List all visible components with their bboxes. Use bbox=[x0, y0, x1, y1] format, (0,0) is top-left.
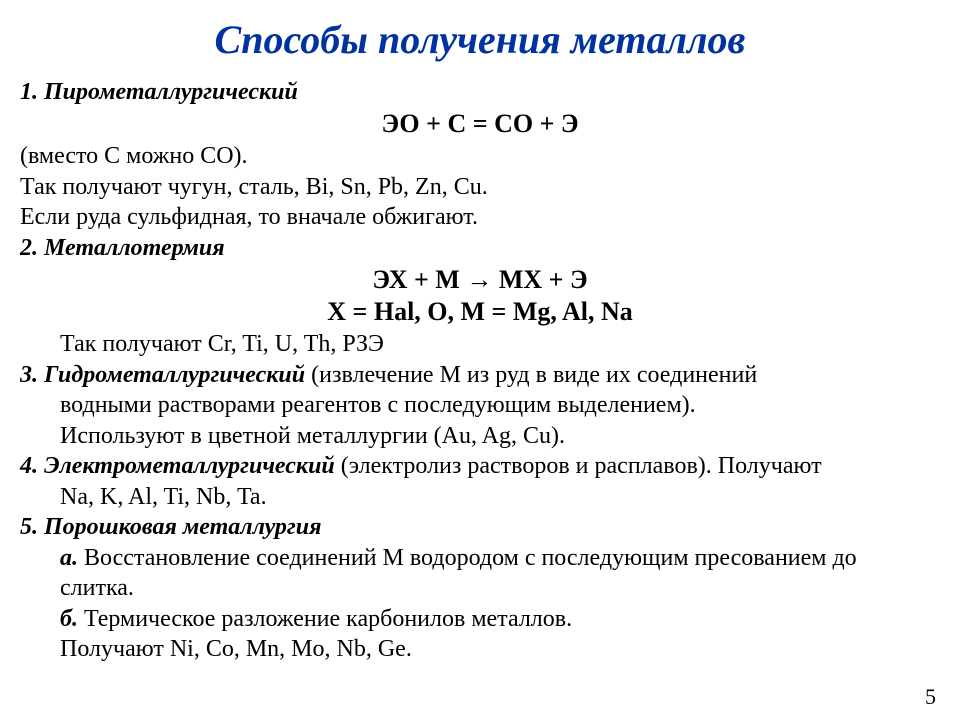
section1-line2: Так получают чугун, сталь, Bi, Sn, Pb, Z… bbox=[20, 172, 940, 202]
section4-prefix: 4. bbox=[20, 453, 38, 479]
section1-heading: 1. Пирометаллургический bbox=[20, 77, 940, 107]
section1-equation: ЭО + С = СО + Э bbox=[20, 109, 940, 139]
section2-prefix: 2. bbox=[20, 235, 38, 261]
section5-a: а. Восстановление соединений М водородом… bbox=[60, 543, 940, 573]
section4-heading: 4. Электрометаллургический (электролиз р… bbox=[20, 451, 940, 481]
section3-heading: 3. Гидрометаллургический (извлечение М и… bbox=[20, 360, 940, 390]
section3-prefix: 3. bbox=[20, 362, 38, 388]
section5-heading-text: Порошковая металлургия bbox=[38, 514, 322, 540]
section5-a-prefix: а. bbox=[60, 545, 78, 571]
section5-b: б. Термическое разложение карбонилов мет… bbox=[60, 604, 940, 634]
section3-heading-text: Гидрометаллургический bbox=[38, 362, 305, 388]
section5-b-text: Термическое разложение карбонилов металл… bbox=[78, 606, 572, 632]
section1-line1: (вместо С можно СО). bbox=[20, 141, 940, 171]
section2-heading: 2. Металлотермия bbox=[20, 233, 940, 263]
section1-prefix: 1. bbox=[20, 79, 38, 105]
section5-b-prefix: б. bbox=[60, 606, 78, 632]
section2-line1: Так получают Cr, Ti, U, Th, РЗЭ bbox=[60, 329, 940, 359]
section3-line2: водными растворами реагентов с последующ… bbox=[60, 390, 940, 420]
section4-tail: (электролиз растворов и расплавов). Полу… bbox=[335, 453, 822, 479]
section5-a-line2: слитка. bbox=[60, 573, 940, 603]
section1-line3: Если руда сульфидная, то вначале обжигаю… bbox=[20, 202, 940, 232]
section5-heading: 5. Порошковая металлургия bbox=[20, 512, 940, 542]
section2-heading-text: Металлотермия bbox=[38, 235, 225, 261]
section3-tail: (извлечение М из руд в виде их соединени… bbox=[305, 362, 757, 388]
page-number: 5 bbox=[925, 684, 936, 710]
slide-content: Способы получения металлов 1. Пирометалл… bbox=[0, 0, 960, 677]
section5-last: Получают Ni, Co, Mn, Mo, Nb, Ge. bbox=[60, 634, 940, 664]
section1-heading-text: Пирометаллургический bbox=[38, 79, 298, 105]
section4-heading-text: Электрометаллургический bbox=[38, 453, 335, 479]
section2-equation2: Х = Hal, О, М = Mg, Al, Na bbox=[20, 297, 940, 327]
section5-a-text: Восстановление соединений М водородом с … bbox=[78, 545, 857, 571]
section2-equation1: ЭХ + М → МХ + Э bbox=[20, 265, 940, 295]
slide-title: Способы получения металлов bbox=[20, 16, 940, 63]
section4-line2: Na, K, Al, Ti, Nb, Ta. bbox=[60, 482, 940, 512]
section3-line3: Используют в цветной металлургии (Au, Ag… bbox=[60, 421, 940, 451]
section5-prefix: 5. bbox=[20, 514, 38, 540]
